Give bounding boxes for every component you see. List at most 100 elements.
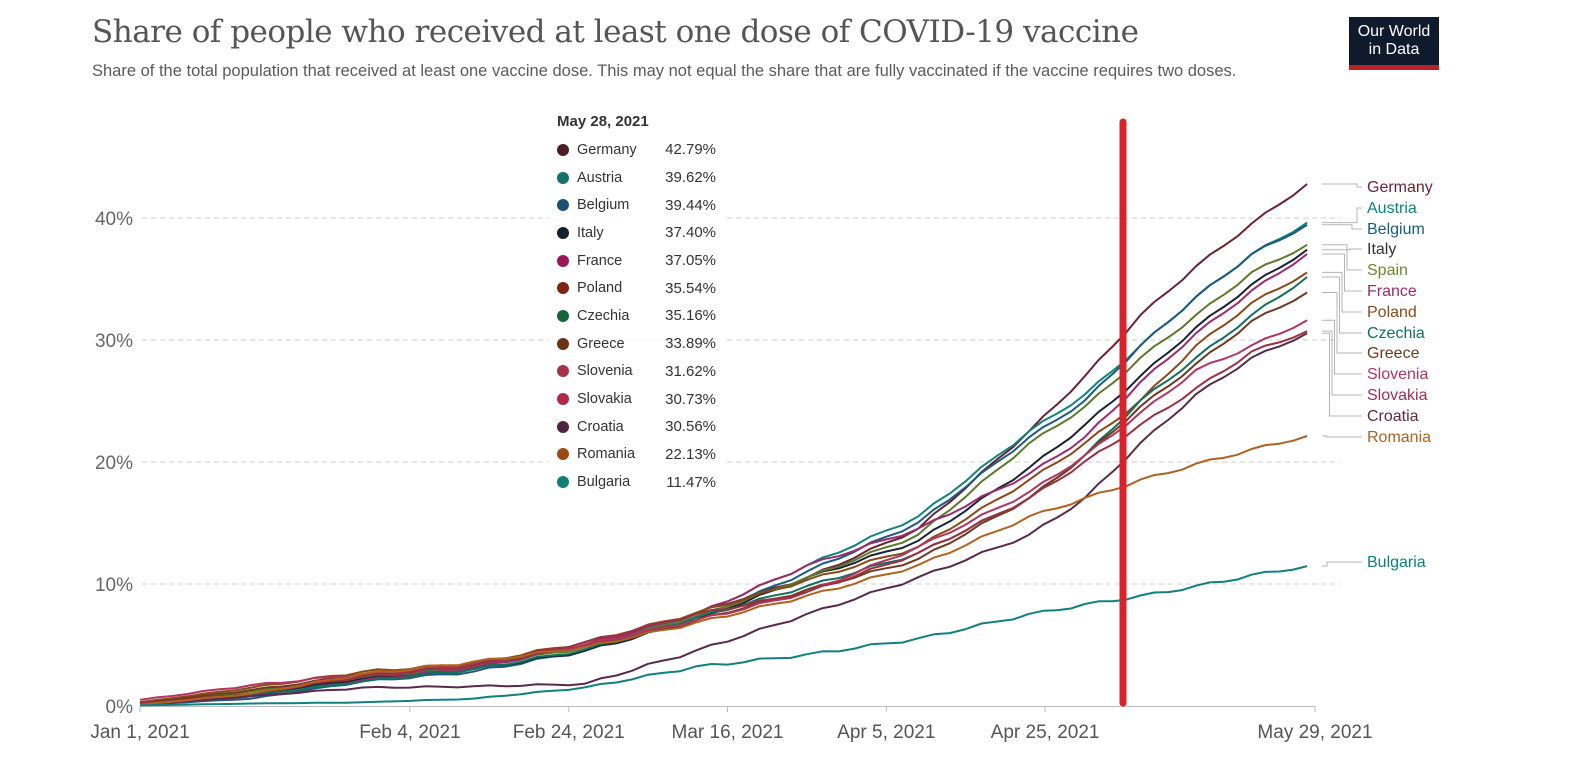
tooltip-value: 37.40% (665, 224, 716, 242)
label-connector (1322, 207, 1362, 224)
tooltip-country: Belgium (577, 197, 630, 214)
tooltip-country: Slovakia (577, 391, 632, 408)
x-tick-label: May 29, 2021 (1257, 722, 1372, 743)
logo-accent-bar (1349, 65, 1439, 70)
tooltip-country: Germany (577, 141, 637, 158)
owid-logo[interactable]: Our World in Data (1349, 17, 1439, 70)
series-line-bulgaria (139, 565, 1308, 707)
end-label-france: France (1367, 283, 1417, 300)
tooltip-row: Italy 37.40% (557, 219, 716, 247)
logo-line-2: in Data (1368, 41, 1420, 58)
tooltip-value: 30.73% (665, 390, 716, 408)
x-tick-label: Jan 1, 2021 (90, 722, 189, 743)
series-color-dot-icon (557, 365, 569, 378)
chart-subtitle: Share of the total population that recei… (92, 62, 1237, 80)
end-label-spain: Spain (1367, 262, 1408, 279)
y-tick-label: 10% (95, 575, 133, 596)
end-label-slovenia: Slovenia (1367, 366, 1428, 383)
series-color-dot-icon (557, 476, 569, 489)
series-color-dot-icon (557, 226, 569, 239)
tooltip-row: Slovenia 31.62% (557, 358, 716, 386)
tooltip-country: Slovenia (577, 363, 633, 380)
series-line-slovakia (139, 330, 1308, 705)
label-connector (1322, 224, 1362, 230)
gridlines (142, 217, 1340, 585)
x-tick-label: Mar 16, 2021 (672, 722, 784, 743)
tooltip-value: 39.44% (665, 196, 716, 214)
end-label-croatia: Croatia (1367, 408, 1419, 425)
label-connector (1322, 292, 1362, 354)
series-color-dot-icon (557, 199, 569, 212)
series-color-dot-icon (557, 309, 569, 322)
label-connector (1322, 248, 1362, 251)
tooltip-date: May 28, 2021 (557, 113, 649, 130)
series-line-romania (139, 435, 1308, 706)
tooltip-country: Poland (577, 280, 623, 297)
logo-line-1: Our World (1357, 23, 1431, 40)
tooltip-value: 22.13% (665, 445, 716, 463)
series-line-slovenia (139, 319, 1308, 701)
tooltip-country: Italy (577, 224, 604, 241)
label-connector (1322, 244, 1362, 271)
end-label-austria: Austria (1367, 200, 1417, 217)
tooltip-row: Bulgaria 11.47% (557, 468, 716, 496)
series-line-italy (139, 248, 1308, 705)
end-label-greece: Greece (1367, 345, 1420, 362)
end-label-slovakia: Slovakia (1367, 387, 1428, 404)
series-color-dot-icon (557, 448, 569, 461)
series-color-dot-icon (557, 393, 569, 406)
chart-title: Share of people who received at least on… (92, 14, 1139, 50)
end-label-germany: Germany (1367, 179, 1433, 196)
end-label-belgium: Belgium (1367, 221, 1425, 238)
label-connector (1322, 276, 1362, 334)
tooltip-row: Croatia 30.56% (557, 413, 716, 441)
label-connector (1322, 253, 1362, 292)
tooltip-row: Poland 35.54% (557, 274, 716, 302)
tooltip-country: Romania (577, 446, 636, 463)
tooltip-row: Belgium 39.44% (557, 191, 716, 219)
label-connector (1322, 435, 1362, 438)
tooltip-value: 37.05% (665, 252, 716, 270)
series-color-dot-icon (557, 254, 569, 267)
label-connector (1322, 319, 1362, 375)
tooltip-value: 30.56% (665, 418, 716, 436)
end-label-czechia: Czechia (1367, 325, 1425, 342)
series-color-dot-icon (557, 282, 569, 295)
series-color-dot-icon (557, 337, 569, 350)
series-line-poland (139, 271, 1308, 704)
x-tick-label: Feb 24, 2021 (513, 722, 625, 743)
x-tick-label: Apr 25, 2021 (991, 722, 1100, 743)
tooltip-row: France 37.05% (557, 247, 716, 275)
tooltip-country: France (577, 252, 623, 269)
y-tick-label: 20% (95, 453, 133, 474)
tooltip-row: Germany 42.79% (557, 136, 716, 164)
label-connector (1322, 183, 1362, 188)
series-line-croatia (139, 332, 1308, 706)
tooltip-rows: Germany 42.79% Austria 39.62% Belgium 39.44% I… (557, 136, 716, 496)
tooltip-value: 42.79% (665, 141, 716, 159)
series-color-dot-icon (557, 143, 569, 156)
tooltip-row: Greece 33.89% (557, 330, 716, 358)
label-connector (1322, 271, 1362, 313)
label-connector (1322, 561, 1362, 567)
y-tick-label: 40% (95, 209, 133, 230)
tooltip-row: Austria 39.62% (557, 164, 716, 192)
series-color-dot-icon (557, 420, 569, 433)
tooltip-country: Bulgaria (577, 474, 631, 491)
tooltip-country: Austria (577, 169, 623, 186)
x-tick-label: Apr 5, 2021 (837, 722, 935, 743)
tooltip-value: 33.89% (665, 335, 716, 353)
x-tick-label: Feb 4, 2021 (359, 722, 460, 743)
end-labels: Germany Austria Belgium Italy Spain France Pol… (1367, 179, 1433, 571)
series-color-dot-icon (557, 171, 569, 184)
tooltip-row: Slovakia 30.73% (557, 385, 716, 413)
y-axis: 0% 10% 20% 30% 40% (95, 209, 133, 718)
y-tick-label: 30% (95, 331, 133, 352)
label-connector (1322, 330, 1362, 396)
label-connector (1322, 332, 1362, 417)
tooltip-value: 11.47% (666, 473, 716, 491)
series-lines (139, 183, 1308, 707)
tooltip-value: 35.16% (665, 307, 716, 325)
tooltip-country: Czechia (577, 307, 630, 324)
